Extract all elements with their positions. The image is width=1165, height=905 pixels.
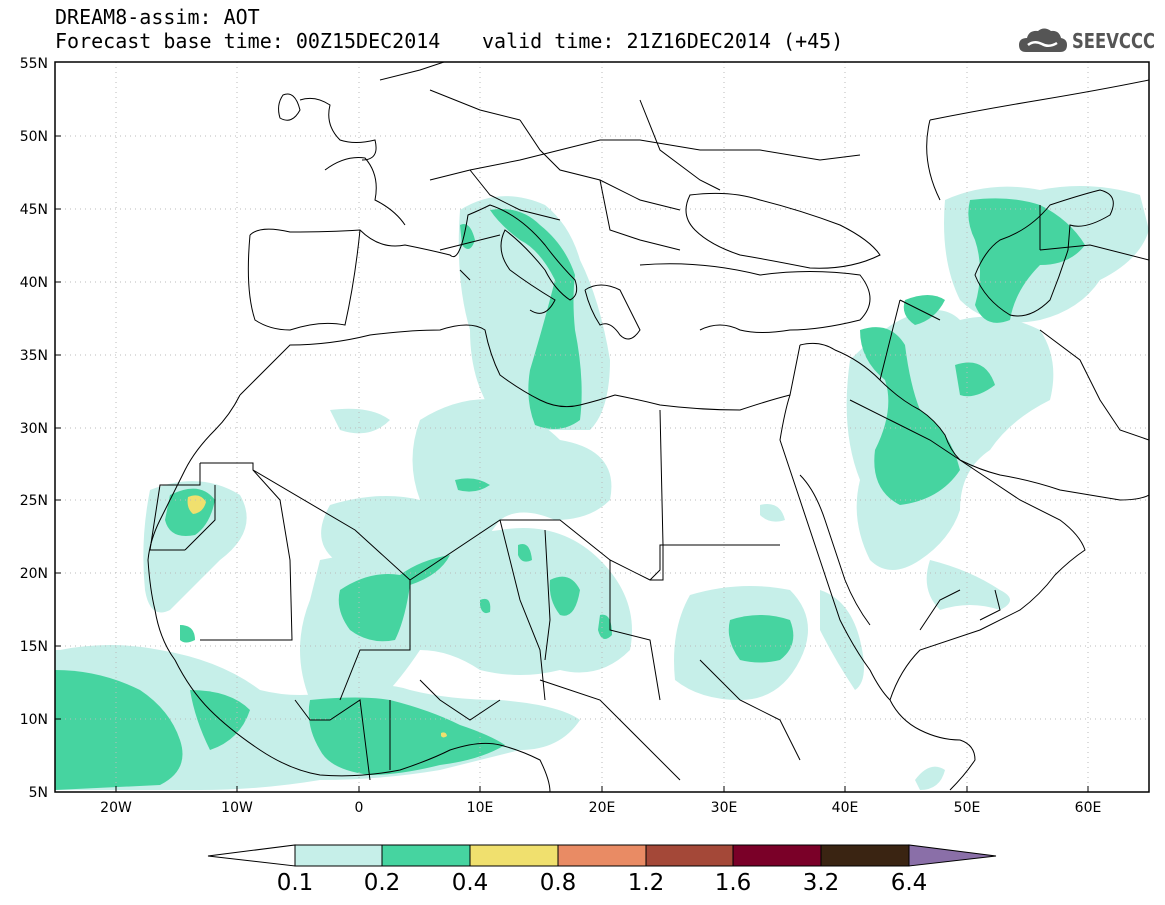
colorbar-label: 6.4 bbox=[890, 870, 928, 896]
logo-text: SEEVCCC bbox=[1072, 29, 1156, 53]
longitude-labels: 20W 10W 0 10E 20E 30E 40E 50E 60E bbox=[100, 800, 1101, 816]
colorbar-segment bbox=[294, 844, 383, 867]
cloud-icon bbox=[1019, 28, 1067, 52]
colorbar-label: 3.2 bbox=[802, 870, 840, 896]
graticule bbox=[55, 62, 1149, 792]
lat-label: 55N bbox=[20, 56, 48, 72]
colorbar-segment bbox=[645, 844, 734, 867]
valid-time: valid time: 21Z16DEC2014 (+45) bbox=[482, 29, 844, 53]
colorbar-segment bbox=[908, 844, 997, 867]
lon-label: 50E bbox=[954, 800, 981, 816]
lat-label: 40N bbox=[20, 275, 48, 291]
lon-label: 20W bbox=[100, 800, 132, 816]
colorbar-segment bbox=[469, 844, 559, 867]
lon-label: 10E bbox=[467, 800, 494, 816]
lat-label: 15N bbox=[20, 639, 48, 655]
colorbar-label: 0.2 bbox=[363, 870, 401, 896]
title-line-1: DREAM8-assim: AOT bbox=[55, 5, 260, 29]
colorbar bbox=[207, 844, 997, 867]
lat-label: 20N bbox=[20, 566, 48, 582]
colorbar-label: 1.6 bbox=[714, 870, 752, 896]
lon-label: 10W bbox=[221, 800, 253, 816]
colorbar-label: 1.2 bbox=[627, 870, 665, 896]
aot-field bbox=[55, 186, 1149, 790]
aot-high-areas bbox=[187, 495, 447, 738]
lon-label: 60E bbox=[1075, 800, 1102, 816]
ticks bbox=[55, 61, 1089, 793]
forecast-base-time: Forecast base time: 00Z15DEC2014 bbox=[55, 29, 441, 53]
latitude-labels: 55N 50N 45N 40N 35N 30N 25N 20N 15N 10N … bbox=[20, 56, 48, 801]
lat-label: 10N bbox=[20, 712, 48, 728]
colorbar-label: 0.8 bbox=[539, 870, 577, 896]
colorbar-segment bbox=[732, 844, 822, 867]
lon-label: 20E bbox=[589, 800, 616, 816]
lon-label: 40E bbox=[832, 800, 859, 816]
colorbar-label: 0.1 bbox=[276, 870, 314, 896]
lon-label: 30E bbox=[711, 800, 738, 816]
seevccc-logo: SEEVCCC bbox=[1018, 24, 1165, 58]
colorbar-segment bbox=[381, 844, 471, 867]
colorbar-label: 0.4 bbox=[451, 870, 489, 896]
colorbar-segment bbox=[820, 844, 910, 867]
lat-label: 5N bbox=[29, 785, 48, 801]
lat-label: 30N bbox=[20, 421, 48, 437]
colorbar-segment bbox=[557, 844, 647, 867]
coastlines bbox=[147, 62, 1149, 792]
lon-label: 0 bbox=[355, 800, 364, 816]
lat-label: 25N bbox=[20, 493, 48, 509]
lat-label: 50N bbox=[20, 129, 48, 145]
lat-label: 35N bbox=[20, 348, 48, 364]
lat-label: 45N bbox=[20, 202, 48, 218]
colorbar-segment bbox=[207, 844, 296, 867]
aot-medium-areas bbox=[55, 198, 1085, 790]
